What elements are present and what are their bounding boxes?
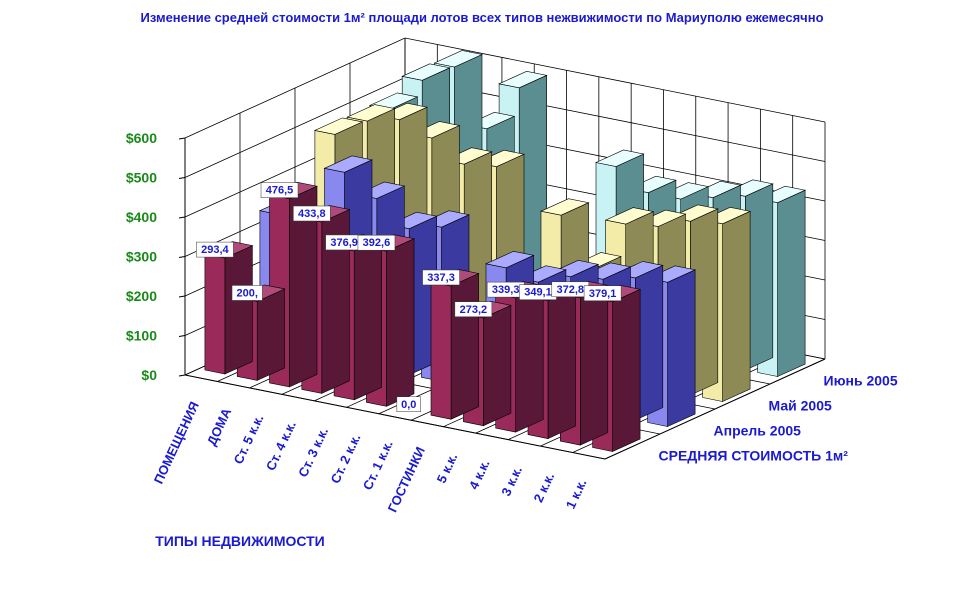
data-label: 293,4: [196, 241, 234, 258]
x-axis-title: ТИПЫ НЕДВИЖИМОСТИ: [155, 533, 325, 549]
svg-text:476,5: 476,5: [266, 185, 294, 197]
y-axis-ticks: $0 $100 $200 $300 $400 $500 $600: [126, 130, 186, 383]
svg-text:293,4: 293,4: [201, 244, 229, 256]
y-tick-label: $100: [126, 328, 157, 344]
svg-text:273,2: 273,2: [460, 304, 488, 316]
data-label: 200,: [231, 285, 263, 301]
data-label: 372,8: [551, 281, 590, 298]
x-tick-label: ГОСТИНКИ: [385, 444, 428, 514]
data-labels: 293,4 200, 476,5 433,8 376,9 392,6 0,0 337,3 273…: [196, 182, 622, 412]
svg-text:339,3: 339,3: [492, 284, 520, 296]
x-tick-label: Ст. 1 к.к.: [360, 438, 396, 492]
x-tick-label: Ст. 2 к.к.: [327, 431, 363, 485]
y-tick-label: $0: [141, 367, 157, 383]
series-label: СРЕДНЯЯ СТОИМОСТЬ 1м²: [659, 448, 849, 464]
x-tick-label: Ст. 3 к.к.: [295, 425, 331, 479]
data-label: 392,6: [357, 234, 396, 251]
svg-text:376,9: 376,9: [330, 237, 358, 249]
svg-text:337,3: 337,3: [427, 272, 455, 284]
bar: [430, 269, 480, 420]
series-label: Апрель 2005: [714, 423, 802, 439]
bar: [203, 241, 254, 375]
x-tick-label: 1 к.к.: [563, 477, 590, 512]
data-label: 273,2: [454, 301, 493, 318]
x-tick-label: Ст. 5 к.к.: [231, 412, 267, 466]
data-label: 0,0: [396, 396, 421, 412]
data-label: 339,3: [486, 281, 525, 298]
svg-text:433,8: 433,8: [298, 208, 326, 220]
x-tick-label: 3 к.к.: [498, 464, 525, 499]
y-tick-label: $400: [126, 209, 157, 225]
series-labels: СРЕДНЯЯ СТОИМОСТЬ 1м² Апрель 2005 Май 2005…: [659, 373, 898, 464]
svg-text:0,0: 0,0: [401, 399, 416, 411]
series-label: Май 2005: [769, 398, 832, 414]
svg-text:392,6: 392,6: [363, 237, 391, 249]
x-tick-label: ДОМА: [204, 405, 235, 448]
data-label: 379,1: [583, 285, 622, 302]
x-tick-label: 4 к.к.: [466, 457, 493, 492]
data-label: 349,1: [519, 284, 557, 300]
data-label: 476,5: [260, 182, 299, 198]
svg-text:349,1: 349,1: [524, 287, 552, 299]
y-tick-label: $600: [126, 130, 157, 146]
svg-text:372,8: 372,8: [557, 284, 585, 296]
y-tick-label: $300: [126, 249, 157, 265]
x-tick-label: Ст. 4 к.к.: [263, 419, 299, 473]
data-label: 337,3: [422, 269, 460, 286]
data-label: 433,8: [293, 205, 331, 222]
x-tick-label: 2 к.к.: [531, 470, 558, 505]
data-label: 376,9: [325, 234, 363, 251]
y-tick-label: $500: [126, 170, 157, 186]
chart-title: Изменение средней стоимости 1м² площади …: [140, 10, 823, 25]
x-tick-label: ПОМЕЩЕНИЯ: [151, 399, 202, 486]
svg-text:379,1: 379,1: [589, 288, 617, 300]
series-label: Июнь 2005: [824, 373, 898, 389]
svg-text:200,: 200,: [237, 287, 258, 299]
x-tick-label: 5 к.к.: [434, 451, 461, 486]
bars: [203, 50, 807, 452]
y-tick-label: $200: [126, 288, 157, 304]
